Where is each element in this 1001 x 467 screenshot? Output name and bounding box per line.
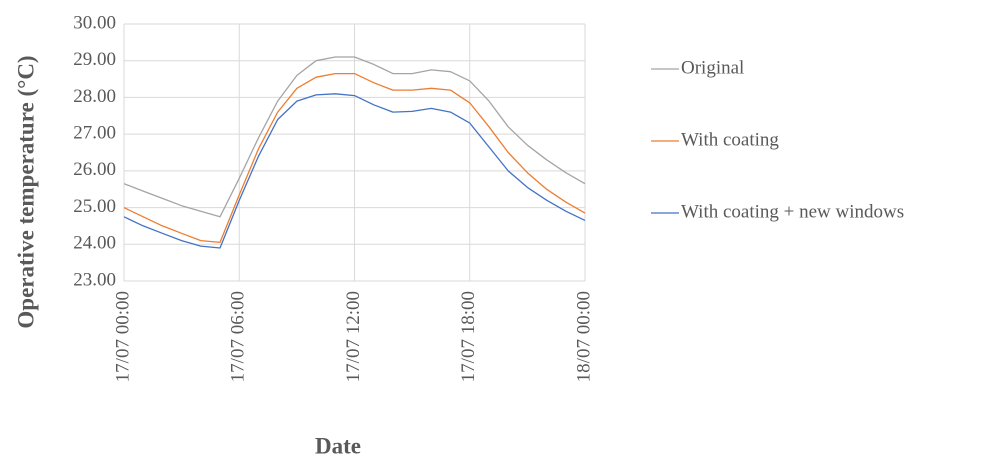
x-tick-label: 17/07 12:00 xyxy=(343,291,364,382)
x-tick-label: 17/07 00:00 xyxy=(112,291,133,382)
y-tick-label: 24.00 xyxy=(73,233,116,254)
y-axis-title: Operative temperature (°C) xyxy=(13,55,38,328)
x-tick-label: 18/07 00:00 xyxy=(573,291,594,382)
y-tick-label: 30.00 xyxy=(73,12,116,33)
y-tick-label: 26.00 xyxy=(73,159,116,180)
data-line xyxy=(123,93,586,249)
y-tick-label: 23.00 xyxy=(73,269,116,290)
legend-label: With coating + new windows xyxy=(681,201,904,222)
y-tick-label: 25.00 xyxy=(73,196,116,217)
y-tick-label: 28.00 xyxy=(73,86,116,107)
legend-label: Original xyxy=(681,57,744,78)
x-axis-title: Date xyxy=(315,433,361,458)
y-tick-label: 29.00 xyxy=(73,49,116,70)
y-tick-label: 27.00 xyxy=(73,123,116,144)
data-line xyxy=(123,72,586,244)
data-line xyxy=(123,56,586,218)
x-tick-label: 17/07 06:00 xyxy=(228,291,249,382)
legend-label: With coating xyxy=(681,129,779,150)
x-tick-label: 17/07 18:00 xyxy=(458,291,479,382)
